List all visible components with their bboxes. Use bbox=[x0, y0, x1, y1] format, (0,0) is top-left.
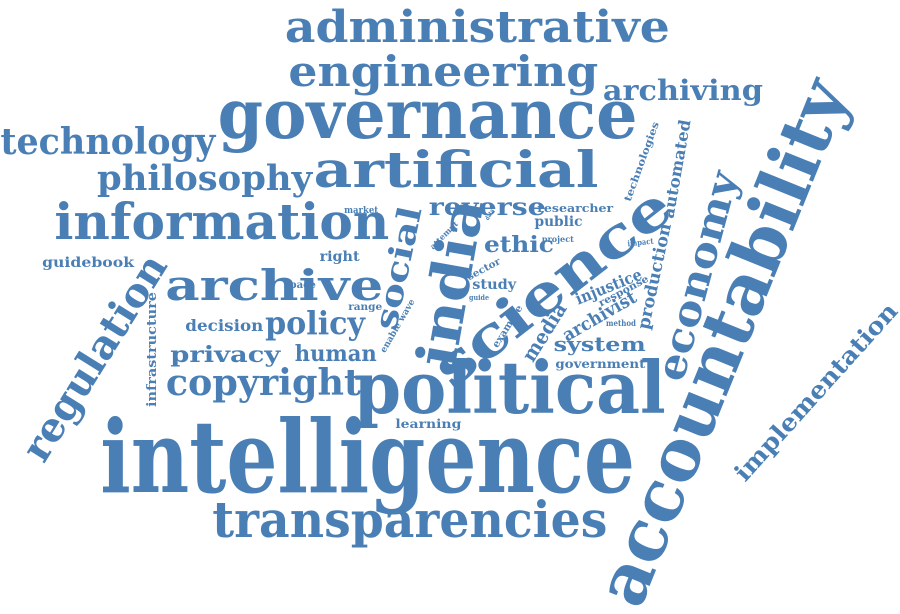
word-philosophy: philosophy bbox=[97, 157, 313, 199]
word-public: public bbox=[533, 214, 582, 231]
word-policy: policy bbox=[265, 304, 365, 343]
word-impact: impact bbox=[626, 235, 654, 248]
word-study: study bbox=[472, 277, 516, 294]
word-archive: archive bbox=[165, 260, 383, 310]
word-government: government bbox=[554, 357, 646, 372]
word-copyright: copyright bbox=[165, 362, 361, 405]
word-researcher: researcher bbox=[537, 201, 613, 215]
word-privacy: privacy bbox=[170, 341, 280, 368]
word-system: system bbox=[553, 332, 647, 356]
word-project: project bbox=[541, 233, 574, 244]
word-artificial: artificial bbox=[313, 139, 599, 199]
word-intelligence: intelligence bbox=[100, 398, 636, 516]
word-transparencies: transparencies bbox=[212, 489, 608, 549]
word-governance: governance bbox=[218, 74, 638, 155]
word-archiving: archiving bbox=[602, 73, 764, 107]
word-human: human bbox=[294, 340, 378, 367]
word-ethic: ethic bbox=[484, 231, 554, 258]
word-market: market bbox=[343, 206, 379, 217]
word-learning: learning bbox=[394, 417, 461, 432]
word-reverse: reverse bbox=[428, 191, 546, 221]
word-range: range bbox=[348, 301, 382, 313]
word-engineering: engineering bbox=[288, 46, 598, 96]
word-decision: decision bbox=[184, 316, 263, 336]
word-information: information bbox=[54, 191, 390, 251]
word-right: right bbox=[319, 249, 360, 266]
word-technology: technology bbox=[0, 121, 216, 164]
word-political: political bbox=[354, 345, 666, 431]
word-method: method bbox=[606, 317, 636, 328]
word-administrative: administrative bbox=[284, 1, 670, 53]
word-space: space bbox=[283, 279, 317, 291]
word-infrastructure: infrastructure bbox=[145, 291, 161, 407]
word-guidebook: guidebook bbox=[41, 255, 135, 272]
word-automated: automated bbox=[658, 118, 695, 220]
word-guide: guide bbox=[469, 293, 489, 303]
